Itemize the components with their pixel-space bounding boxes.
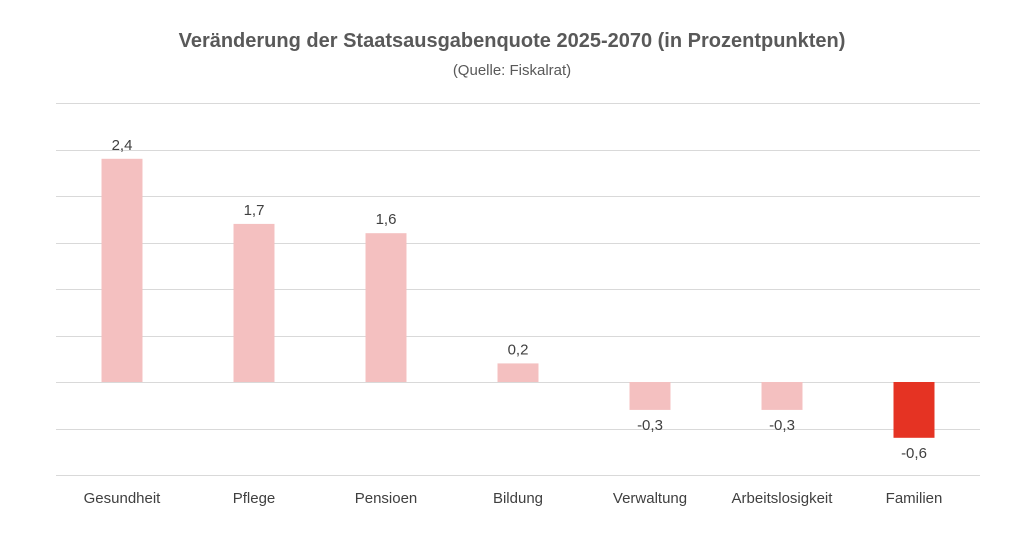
bar-pensioen xyxy=(365,233,407,382)
x-tick-label: Gesundheit xyxy=(84,490,162,507)
chart-title: Veränderung der Staatsausgabenquote 2025… xyxy=(178,30,846,52)
x-tick-label: Pensioen xyxy=(355,490,418,507)
data-label: 1,6 xyxy=(376,211,397,228)
x-tick-label: Bildung xyxy=(493,490,543,507)
bar-familien xyxy=(893,382,935,438)
x-tick-label: Verwaltung xyxy=(613,490,687,507)
chart-subtitle: (Quelle: Fiskalrat) xyxy=(452,62,572,79)
bar-bildung xyxy=(497,363,539,382)
bar-arbeitslosigkeit xyxy=(761,382,803,410)
bar-gesundheit xyxy=(101,158,143,382)
x-tick-label: Pflege xyxy=(233,490,276,507)
data-label: 1,7 xyxy=(244,202,265,219)
x-tick-label: Familien xyxy=(886,490,943,507)
bar-pflege xyxy=(233,223,275,382)
data-label: -0,6 xyxy=(901,445,927,462)
x-tick-label: Arbeitslosigkeit xyxy=(732,490,834,507)
data-label: -0,3 xyxy=(637,417,663,434)
bar-verwaltung xyxy=(629,382,671,410)
data-label: -0,3 xyxy=(769,417,795,434)
data-label: 0,2 xyxy=(508,341,529,358)
data-label: 2,4 xyxy=(112,137,133,154)
